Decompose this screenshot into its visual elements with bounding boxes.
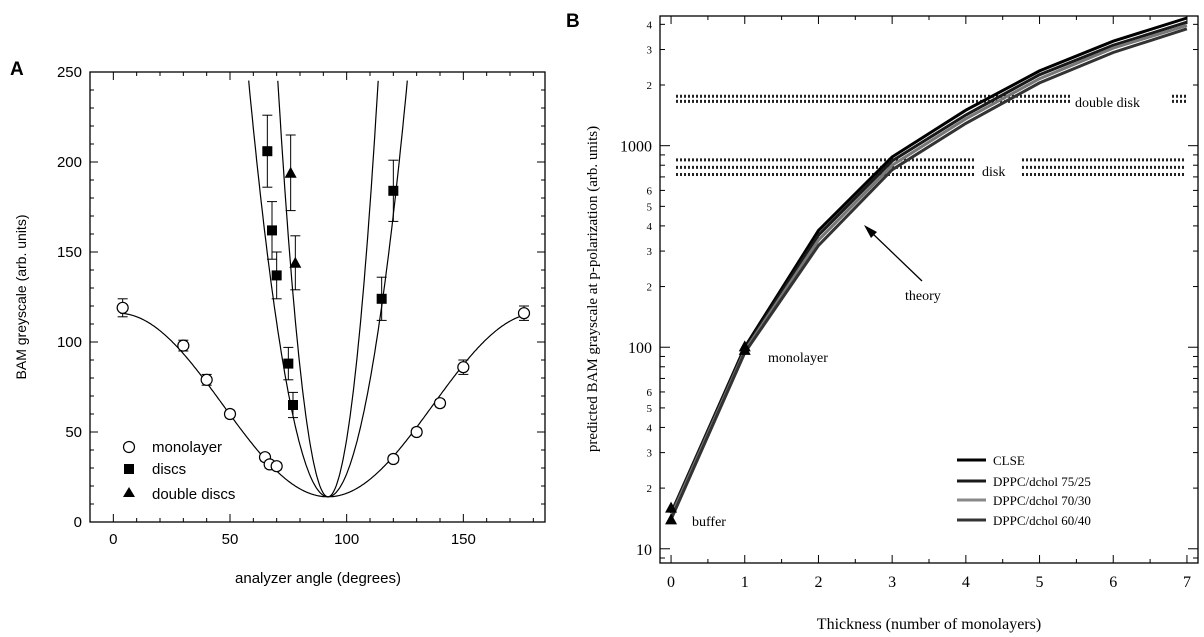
a-discs-point <box>376 293 387 304</box>
legend-60-40-label: DPPC/dchol 60/40 <box>993 513 1091 528</box>
panel-a-label: A <box>10 59 24 80</box>
b-y-minor-label: 6 <box>647 185 653 197</box>
b-theory-line <box>669 27 1188 520</box>
panel-b-label: B <box>566 11 580 32</box>
b-theory-line <box>669 16 1188 514</box>
panel-a-x-axis-label: analyzer angle (degrees) <box>235 570 401 587</box>
panel-a-plot-frame <box>89 71 546 523</box>
b-y-minor-label: 5 <box>647 201 653 213</box>
a-monolayer-point <box>387 452 400 466</box>
b-y-minor-label: 4 <box>647 422 653 434</box>
a-discs-point <box>288 400 298 410</box>
b-y-major-label: 10 <box>636 542 652 559</box>
a-y-tick-label: 150 <box>57 244 82 261</box>
disk-label: disk <box>982 165 1005 180</box>
b-x-tick-label: 1 <box>741 574 749 591</box>
panel-b: B 0 1 2 3 4 5 6 7 10 100 1000 2 3 4 5 6 2 3 4 5 6 2 3 4 double … <box>566 11 1199 633</box>
a-x-tick-label: 100 <box>334 531 359 548</box>
b-x-tick-label: 2 <box>814 574 822 591</box>
monolayer-annotation: monolayer <box>768 351 828 366</box>
panel-b-measured-points <box>665 340 751 525</box>
b-y-minor-label: 6 <box>647 387 653 399</box>
b-y-major-label: 100 <box>628 340 652 357</box>
a-monolayer-point <box>433 397 447 410</box>
panel-a-y-axis-label: BAM greyscale (arb. units) <box>13 215 29 380</box>
legend-discs-marker <box>124 464 134 474</box>
legend-double-discs-marker <box>123 487 135 497</box>
b-x-tick-label: 0 <box>667 574 675 591</box>
a-double-discs-point <box>284 166 297 178</box>
a-monolayer-point <box>457 361 470 374</box>
a-discs-point <box>267 225 277 236</box>
b-x-tick-label: 7 <box>1183 574 1191 591</box>
panel-b-theory-lines <box>669 16 1188 520</box>
double-disk-label: double disk <box>1075 96 1140 111</box>
b-y-minor-label: 3 <box>647 246 653 258</box>
legend-monolayer-marker <box>122 440 136 454</box>
a-discs-point <box>283 358 294 369</box>
b-y-minor-label: 3 <box>647 45 653 57</box>
buffer-annotation: buffer <box>692 515 726 530</box>
a-fit-curve <box>248 80 408 498</box>
theory-label: theory <box>905 289 941 304</box>
a-x-tick-label: 150 <box>451 531 476 548</box>
a-monolayer-point <box>410 425 423 439</box>
a-discs-point <box>262 146 273 157</box>
b-y-minor-label: 2 <box>647 483 653 495</box>
a-y-tick-label: 200 <box>57 154 82 171</box>
b-y-minor-label: 4 <box>647 19 653 31</box>
a-double-discs-point <box>289 256 302 268</box>
a-y-tick-label: 0 <box>74 514 82 531</box>
a-x-tick-label: 50 <box>222 531 239 548</box>
legend-75-25-label: DPPC/dchol 75/25 <box>993 474 1091 489</box>
b-x-tick-label: 6 <box>1109 574 1117 591</box>
a-monolayer-point <box>517 307 531 320</box>
panel-b-ticks: 0 1 2 3 4 5 6 7 10 100 1000 2 3 4 5 6 2 3 4 5 6 2 3 4 <box>620 16 1198 591</box>
panel-b-y-axis-label: predicted BAM grayscale at p-polarizatio… <box>585 126 601 452</box>
panel-a-fit-curves <box>120 80 529 498</box>
legend-70-30-label: DPPC/dchol 70/30 <box>993 493 1091 508</box>
a-monolayer-point <box>270 460 283 473</box>
a-y-tick-label: 50 <box>65 424 82 441</box>
panel-b-x-axis-label: Thickness (number of monolayers) <box>817 616 1041 633</box>
a-discs-point <box>388 185 399 196</box>
panel-b-reference-levels <box>676 94 1186 176</box>
panel-a-legend: monolayer discs double discs <box>122 439 235 503</box>
b-x-tick-label: 5 <box>1036 574 1044 591</box>
a-monolayer-point <box>200 373 213 386</box>
panel-a-ticks: 0 50 100 150 0 50 100 150 200 250 <box>57 64 545 548</box>
b-measured-point <box>738 343 751 355</box>
b-x-tick-label: 4 <box>962 574 970 591</box>
a-y-tick-label: 250 <box>57 64 82 81</box>
b-y-minor-label: 2 <box>647 80 653 92</box>
b-x-tick-label: 3 <box>888 574 896 591</box>
b-measured-point <box>665 501 678 513</box>
b-y-minor-label: 5 <box>647 403 653 415</box>
panel-b-legend: CLSE DPPC/dchol 75/25 DPPC/dchol 70/30 D… <box>957 453 1091 528</box>
a-monolayer-point <box>116 301 129 314</box>
a-monolayer-point <box>223 407 237 421</box>
b-y-minor-label: 2 <box>647 282 653 294</box>
panel-a-data-points <box>116 114 531 473</box>
legend-discs-label: discs <box>152 461 186 478</box>
legend-double-discs-label: double discs <box>152 486 235 503</box>
b-y-minor-label: 4 <box>647 221 653 233</box>
legend-clse-label: CLSE <box>993 453 1025 468</box>
theory-arrow <box>871 232 923 282</box>
legend-monolayer-label: monolayer <box>152 439 222 456</box>
a-y-tick-label: 100 <box>57 334 82 351</box>
a-fit-curve <box>277 80 379 498</box>
b-y-major-label: 1000 <box>620 139 652 156</box>
panel-a: A 0 50 100 150 0 50 100 150 200 250 monolayer dis… <box>10 59 546 587</box>
b-y-minor-label: 3 <box>647 448 653 460</box>
b-measured-point <box>665 513 678 525</box>
theory-arrowhead <box>864 225 877 238</box>
a-x-tick-label: 0 <box>109 531 117 548</box>
a-monolayer-point <box>177 339 190 352</box>
a-discs-point <box>271 270 282 281</box>
